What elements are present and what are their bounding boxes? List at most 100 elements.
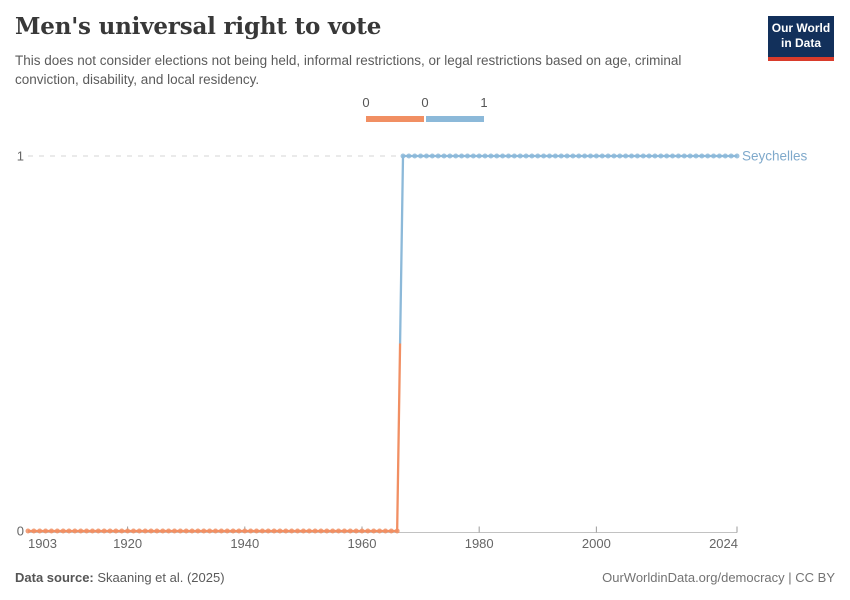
data-point[interactable] xyxy=(295,528,301,534)
data-point[interactable] xyxy=(716,153,722,159)
data-point[interactable] xyxy=(459,153,465,159)
data-point[interactable] xyxy=(236,528,242,534)
credit-line[interactable]: OurWorldinData.org/democracy | CC BY xyxy=(602,570,835,585)
data-point[interactable] xyxy=(629,153,635,159)
data-point[interactable] xyxy=(166,528,172,534)
data-point[interactable] xyxy=(248,528,254,534)
data-point[interactable] xyxy=(207,528,213,534)
data-point[interactable] xyxy=(365,528,371,534)
data-point[interactable] xyxy=(336,528,342,534)
data-point[interactable] xyxy=(699,153,705,159)
data-point[interactable] xyxy=(31,528,37,534)
data-point[interactable] xyxy=(183,528,189,534)
data-point[interactable] xyxy=(289,528,295,534)
data-point[interactable] xyxy=(154,528,160,534)
series-line-segment[interactable] xyxy=(398,154,737,344)
legend-color-segment[interactable] xyxy=(426,116,484,122)
data-point[interactable] xyxy=(418,153,424,159)
data-point[interactable] xyxy=(377,528,383,534)
data-point[interactable] xyxy=(171,528,177,534)
data-point[interactable] xyxy=(634,153,640,159)
data-point[interactable] xyxy=(254,528,260,534)
data-point[interactable] xyxy=(541,153,547,159)
data-point[interactable] xyxy=(84,528,90,534)
data-point[interactable] xyxy=(488,153,494,159)
data-point[interactable] xyxy=(54,528,60,534)
data-point[interactable] xyxy=(312,528,318,534)
data-point[interactable] xyxy=(652,153,658,159)
entity-label[interactable]: Seychelles xyxy=(742,149,808,164)
data-point[interactable] xyxy=(546,153,552,159)
data-point[interactable] xyxy=(271,528,277,534)
data-point[interactable] xyxy=(552,153,558,159)
data-point[interactable] xyxy=(277,528,283,534)
data-point[interactable] xyxy=(189,528,195,534)
data-point[interactable] xyxy=(687,153,693,159)
data-point[interactable] xyxy=(570,153,576,159)
data-point[interactable] xyxy=(113,528,119,534)
data-point[interactable] xyxy=(447,153,453,159)
data-point[interactable] xyxy=(664,153,670,159)
data-point[interactable] xyxy=(640,153,646,159)
data-point[interactable] xyxy=(330,528,336,534)
data-point[interactable] xyxy=(101,528,107,534)
data-point[interactable] xyxy=(435,153,441,159)
data-point[interactable] xyxy=(576,153,582,159)
data-point[interactable] xyxy=(617,153,623,159)
data-point[interactable] xyxy=(728,153,734,159)
data-point[interactable] xyxy=(476,153,482,159)
data-point[interactable] xyxy=(224,528,230,534)
data-point[interactable] xyxy=(400,153,406,159)
data-point[interactable] xyxy=(48,528,54,534)
data-point[interactable] xyxy=(382,528,388,534)
data-point[interactable] xyxy=(564,153,570,159)
data-point[interactable] xyxy=(130,528,136,534)
data-point[interactable] xyxy=(453,153,459,159)
data-point[interactable] xyxy=(324,528,330,534)
data-point[interactable] xyxy=(464,153,470,159)
data-point[interactable] xyxy=(441,153,447,159)
data-point[interactable] xyxy=(406,153,412,159)
data-point[interactable] xyxy=(505,153,511,159)
data-point[interactable] xyxy=(89,528,95,534)
data-point[interactable] xyxy=(371,528,377,534)
data-point[interactable] xyxy=(306,528,312,534)
data-point[interactable] xyxy=(388,528,394,534)
data-point[interactable] xyxy=(670,153,676,159)
data-point[interactable] xyxy=(711,153,717,159)
data-point[interactable] xyxy=(599,153,605,159)
data-point[interactable] xyxy=(283,528,289,534)
data-point[interactable] xyxy=(722,153,728,159)
data-point[interactable] xyxy=(482,153,488,159)
data-point[interactable] xyxy=(242,528,248,534)
data-point[interactable] xyxy=(201,528,207,534)
data-point[interactable] xyxy=(582,153,588,159)
data-point[interactable] xyxy=(66,528,72,534)
data-point[interactable] xyxy=(593,153,599,159)
data-point[interactable] xyxy=(558,153,564,159)
data-point[interactable] xyxy=(119,528,125,534)
data-point[interactable] xyxy=(734,153,740,159)
data-point[interactable] xyxy=(318,528,324,534)
data-point[interactable] xyxy=(611,153,617,159)
data-point[interactable] xyxy=(300,528,306,534)
data-point[interactable] xyxy=(359,528,365,534)
data-point[interactable] xyxy=(37,528,43,534)
data-point[interactable] xyxy=(500,153,506,159)
data-point[interactable] xyxy=(693,153,699,159)
data-point[interactable] xyxy=(43,528,49,534)
data-point[interactable] xyxy=(535,153,541,159)
data-point[interactable] xyxy=(107,528,113,534)
data-point[interactable] xyxy=(78,528,84,534)
data-point[interactable] xyxy=(529,153,535,159)
data-point[interactable] xyxy=(125,528,131,534)
data-point[interactable] xyxy=(605,153,611,159)
data-point[interactable] xyxy=(136,528,142,534)
data-point[interactable] xyxy=(623,153,629,159)
data-point[interactable] xyxy=(681,153,687,159)
data-point[interactable] xyxy=(658,153,664,159)
data-point[interactable] xyxy=(494,153,500,159)
data-point[interactable] xyxy=(142,528,148,534)
data-point[interactable] xyxy=(95,528,101,534)
data-point[interactable] xyxy=(511,153,517,159)
